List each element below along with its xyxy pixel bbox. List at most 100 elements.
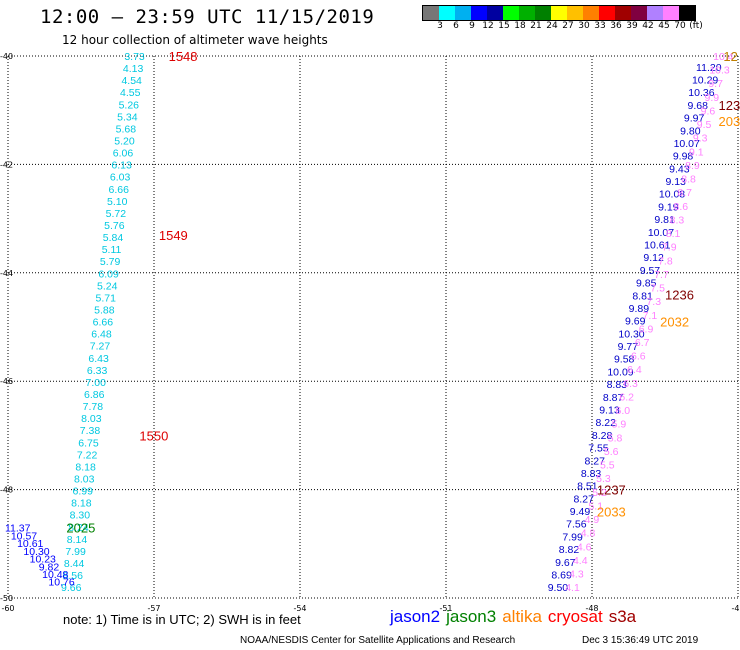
color-scale-label: 33 bbox=[594, 21, 606, 31]
time-label: 1548 bbox=[169, 49, 198, 64]
x-tick-label: -60 bbox=[1, 604, 14, 612]
swh-data-label: 6.13 bbox=[111, 160, 132, 172]
color-scale-label: 21 bbox=[530, 21, 542, 31]
swh-data-label: 8.28 bbox=[592, 430, 613, 442]
time-label: 12 bbox=[723, 49, 737, 64]
swh-data-label: 6.66 bbox=[108, 184, 129, 196]
color-swatch bbox=[535, 6, 551, 20]
swh-data-label: 8.24 bbox=[68, 522, 89, 534]
swh-data-label: 8.18 bbox=[71, 498, 92, 510]
swh-data-label: 6.9 bbox=[639, 323, 654, 335]
chart-subtitle: 12 hour collection of altimeter wave hei… bbox=[62, 33, 328, 47]
swh-data-label: 6.66 bbox=[93, 317, 114, 329]
swh-data-label: 9.98 bbox=[673, 151, 694, 163]
swh-data-label: 5.3 bbox=[596, 473, 611, 485]
swh-data-label: 5.5 bbox=[600, 460, 615, 472]
swh-data-label: 6.7 bbox=[635, 337, 650, 349]
swh-data-label: 5.8 bbox=[608, 432, 623, 444]
swh-data-label: 5.10 bbox=[107, 196, 128, 208]
x-tick-label: -54 bbox=[293, 604, 306, 612]
time-labels: 1548 1549 1550 2025 12 12392031 1236 2032 1237 20… bbox=[66, 49, 740, 536]
color-scale-label: 3 bbox=[437, 21, 443, 31]
y-tick-label: -44 bbox=[0, 269, 13, 278]
time-label: 1236 bbox=[665, 287, 694, 302]
swh-data-label: 7.1 bbox=[643, 310, 658, 322]
swh-data-label: 4.13 bbox=[123, 63, 144, 75]
swh-data-label: 10.76 bbox=[48, 577, 74, 589]
color-swatch bbox=[519, 6, 535, 20]
color-swatch bbox=[647, 6, 663, 20]
swh-data-label: 7.7 bbox=[654, 269, 669, 281]
swh-data-label: 10.48 bbox=[42, 569, 68, 581]
x-tick-label: -45 bbox=[731, 604, 740, 612]
swh-data-label: 4.6 bbox=[577, 541, 592, 553]
x-tick-label: -57 bbox=[147, 604, 160, 612]
units-note: note: 1) Time is in UTC; 2) SWH is in fe… bbox=[63, 612, 301, 627]
swh-data-label: 7.56 bbox=[566, 519, 587, 531]
swh-data-label: 9.57 bbox=[640, 265, 661, 277]
swh-data-label: 3.73 bbox=[124, 51, 145, 63]
swh-data-label: 4.1 bbox=[565, 582, 580, 594]
swh-data-label: 9.6 bbox=[701, 105, 716, 117]
swh-data-label: 9.69 bbox=[625, 316, 646, 328]
credit-line: NOAA/NESDIS Center for Satellite Applica… bbox=[240, 635, 516, 646]
y-tick-label: -48 bbox=[0, 486, 13, 495]
swh-data-label: 6.75 bbox=[78, 437, 99, 449]
swh-data-label: 10.36 bbox=[688, 87, 714, 99]
swh-data-label: 4.8 bbox=[581, 528, 596, 540]
y-tick-label: -42 bbox=[0, 160, 13, 169]
color-scale-label: 27 bbox=[562, 21, 574, 31]
swh-data-label: 10.3 bbox=[709, 65, 730, 77]
color-scale-label: 39 bbox=[626, 21, 638, 31]
swh-data-label: 6.99 bbox=[73, 486, 94, 498]
swh-data-label: 9.13 bbox=[665, 176, 686, 188]
swh-data-label: 9.58 bbox=[614, 354, 635, 366]
legend-entry: s3a bbox=[608, 607, 637, 626]
swh-data-label: 7.38 bbox=[80, 425, 101, 437]
swh-data-label: 6.03 bbox=[110, 172, 131, 184]
color-swatch bbox=[599, 6, 615, 20]
swh-data-label: 6.86 bbox=[84, 389, 105, 401]
swh-data-label: 7.99 bbox=[65, 546, 86, 558]
swh-data-label: 5.26 bbox=[119, 99, 140, 111]
swh-data-label: 8.27 bbox=[585, 455, 606, 467]
swh-data-label: 7.5 bbox=[650, 283, 665, 295]
color-scale-label: 15 bbox=[498, 21, 510, 31]
generated-timestamp: Dec 3 15:36:49 UTC 2019 bbox=[582, 635, 699, 646]
satellite-legend: jason2 jason3 altika cryosat s3a bbox=[390, 607, 642, 627]
y-tick-label: -50 bbox=[0, 594, 13, 603]
swh-data-label: 7.99 bbox=[562, 531, 583, 543]
swh-data-label: 5.24 bbox=[97, 280, 118, 292]
color-scale-bar bbox=[422, 5, 696, 21]
swh-data-label: 5.9 bbox=[612, 419, 627, 431]
swh-data-label: 8.83 bbox=[581, 468, 602, 480]
swh-data-label: 9.66 bbox=[61, 582, 82, 594]
swh-data-label: 11.37 bbox=[5, 523, 31, 535]
swh-data-label: 9.12 bbox=[643, 252, 664, 264]
time-label: 2033 bbox=[597, 504, 626, 519]
color-swatch bbox=[663, 6, 679, 20]
swh-data-label: 8.87 bbox=[603, 392, 624, 404]
swh-data-label: 10.61 bbox=[644, 240, 670, 252]
y-tick-label: -46 bbox=[0, 377, 13, 386]
color-scale-label: (ft) bbox=[689, 21, 703, 31]
wave-height-chart: -60 -57 -54 -51 -48 -45 -40 -42 -44 -46 -48 -50 3.7… bbox=[0, 49, 740, 612]
color-swatch bbox=[615, 6, 631, 20]
swh-data-label: 5.79 bbox=[100, 256, 121, 268]
swh-data-label: 10.30 bbox=[618, 328, 644, 340]
color-swatch bbox=[567, 6, 583, 20]
swh-data-label: 4.54 bbox=[121, 75, 142, 87]
swh-data-label: 10.30 bbox=[23, 546, 49, 558]
swh-data-label: 4.4 bbox=[573, 555, 588, 567]
x-tick-label: -48 bbox=[585, 604, 598, 612]
swh-data-label: 6.4 bbox=[627, 364, 642, 376]
legend-entry: altika bbox=[502, 607, 542, 626]
swh-data-label: 9.43 bbox=[669, 163, 690, 175]
chart-title: 12:00 – 23:59 UTC 11/15/2019 bbox=[40, 6, 375, 28]
swh-data-label: 4.9 bbox=[585, 514, 600, 526]
color-swatch bbox=[503, 6, 519, 20]
swh-data-label: 9.89 bbox=[629, 303, 650, 315]
swh-data-label: 6.43 bbox=[88, 353, 109, 365]
swh-data-label: 7.78 bbox=[83, 401, 104, 413]
swh-data-label: 7.3 bbox=[646, 296, 661, 308]
